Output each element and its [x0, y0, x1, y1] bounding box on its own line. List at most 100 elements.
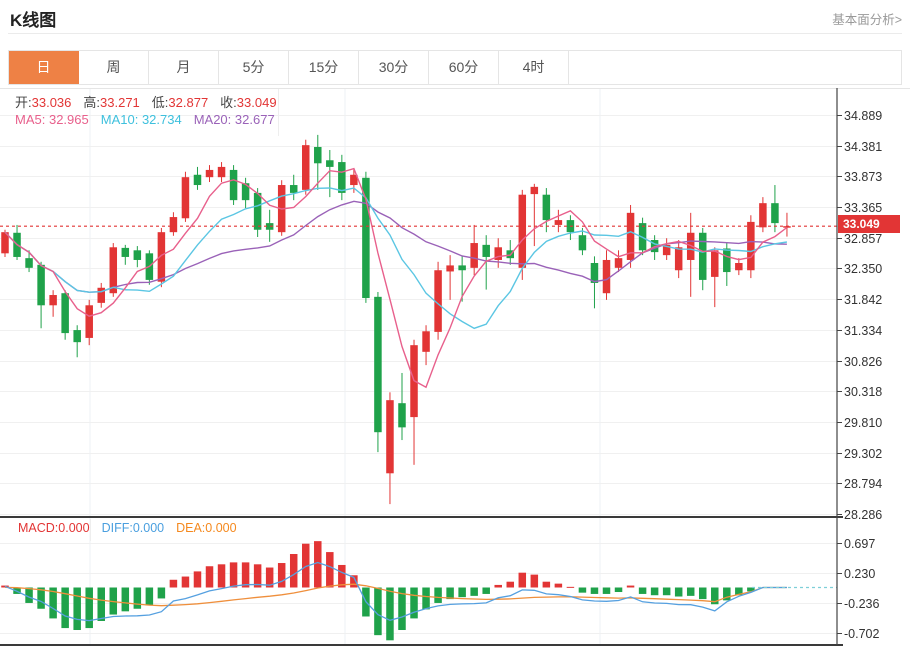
candle-body [698, 232, 707, 280]
low-value: 32.877 [168, 95, 209, 110]
candle-body [25, 258, 33, 268]
macd-hist-bar [590, 587, 599, 594]
macd-hist-bar [326, 552, 334, 588]
candle-body [398, 403, 406, 428]
price-axis-label: 31.334 [844, 324, 882, 338]
current-price-badge: 33.049 [838, 215, 900, 233]
macd-hist-bar [61, 587, 69, 629]
candle-body [626, 212, 635, 260]
ma-row: MA5: 32.965 MA10: 32.734 MA20: 32.677 [15, 112, 287, 127]
candle-body [723, 248, 731, 273]
macd-hist-bar [674, 587, 683, 597]
tab-周[interactable]: 周 [79, 51, 149, 84]
candle-body [747, 221, 755, 271]
macd-hist-bar [217, 564, 226, 588]
candle-body [578, 235, 587, 251]
ma20-line [4, 200, 787, 293]
macd-hist-bar [85, 587, 93, 629]
macd-hist-bar [277, 563, 286, 588]
macd-hist-bar [145, 587, 154, 606]
candle-body [518, 194, 527, 268]
price-axis-label: 32.857 [844, 232, 882, 246]
macd-axis-label: -0.702 [844, 627, 879, 641]
candle-body [73, 330, 81, 343]
macd-hist-bar [434, 587, 442, 603]
macd-hist-bar [578, 587, 587, 593]
macd-hist-bar [181, 576, 190, 588]
candle-body [362, 177, 370, 299]
ma5-value: 32.965 [48, 112, 89, 127]
macd-hist-bar [458, 587, 466, 598]
macd-hist-bar [530, 574, 539, 588]
macd-hist-bar [698, 587, 707, 600]
candle-body [374, 296, 382, 433]
macd-hist-bar [374, 587, 382, 636]
candle-body [530, 186, 539, 195]
macd-hist-bar [205, 566, 214, 588]
high-label: 高: [83, 95, 101, 110]
macd-hist-bar [121, 587, 130, 612]
macd-hist-bar [614, 587, 623, 593]
macd-axis-label: 0.230 [844, 567, 875, 581]
macd-hist-bar [241, 562, 250, 588]
macd-hist-bar [554, 583, 563, 588]
fundamental-analysis-link[interactable]: 基本面分析> [832, 13, 902, 27]
tab-4时[interactable]: 4时 [499, 51, 569, 84]
page-title: K线图 [10, 11, 57, 30]
tab-5分[interactable]: 5分 [219, 51, 289, 84]
diff-value: 0.000 [132, 521, 165, 535]
candle-body [157, 232, 166, 282]
candle-body [674, 247, 683, 271]
tab-日[interactable]: 日 [9, 51, 79, 84]
macd-hist-bar [446, 587, 454, 600]
macd-hist-bar [542, 581, 551, 588]
tab-15分[interactable]: 15分 [289, 51, 359, 84]
price-axis-label: 28.286 [844, 508, 882, 522]
macd-hist-bar [229, 562, 238, 588]
tab-月[interactable]: 月 [149, 51, 219, 84]
price-axis-label: 28.794 [844, 477, 882, 491]
candle-body [61, 293, 69, 334]
candle-body [326, 160, 334, 167]
info-cell-border [278, 89, 279, 136]
macd-axis-label: -0.236 [844, 597, 879, 611]
candle-body [302, 145, 310, 190]
tab-60分[interactable]: 60分 [429, 51, 499, 84]
macd-hist-bar [638, 587, 647, 594]
dea-line [4, 583, 787, 607]
diff-line [4, 561, 787, 622]
candle-body [217, 166, 226, 178]
candle-body [783, 226, 791, 228]
diff-label: DIFF: [101, 521, 133, 535]
price-axis-label: 34.381 [844, 140, 882, 154]
candle-body [49, 295, 57, 306]
candle-body [350, 174, 358, 186]
candle-body [37, 264, 45, 306]
candle-body [289, 185, 298, 193]
candle-body [169, 217, 178, 233]
price-axis-label: 29.302 [844, 447, 882, 461]
macd-hist-bar [602, 587, 611, 594]
low-label: 低: [151, 95, 169, 110]
ma10-line [4, 187, 788, 330]
macd-hist-bar [398, 587, 406, 631]
close-label: 收: [220, 95, 237, 110]
candle-body [253, 192, 262, 230]
ohlc-row: 开:33.036 高:33.271 低:32.877 收:33.049 [15, 92, 289, 111]
macd-hist-bar [37, 587, 45, 609]
title-divider [8, 33, 902, 34]
interval-tabs: 日周月 5分 15分 30分 60分 4时 [8, 50, 902, 85]
candle-body [759, 203, 767, 228]
macd-hist-bar [97, 587, 105, 621]
tab-30分[interactable]: 30分 [359, 51, 429, 84]
ma20-value: 32.677 [234, 112, 275, 127]
candle-body [121, 247, 130, 257]
candle-body [85, 305, 93, 338]
candle-body [602, 259, 611, 294]
macd-axis-label: 0.697 [844, 537, 875, 551]
macd-hist-bar [49, 587, 57, 619]
macd-hist-bar [723, 587, 731, 601]
candle-body [229, 169, 238, 201]
